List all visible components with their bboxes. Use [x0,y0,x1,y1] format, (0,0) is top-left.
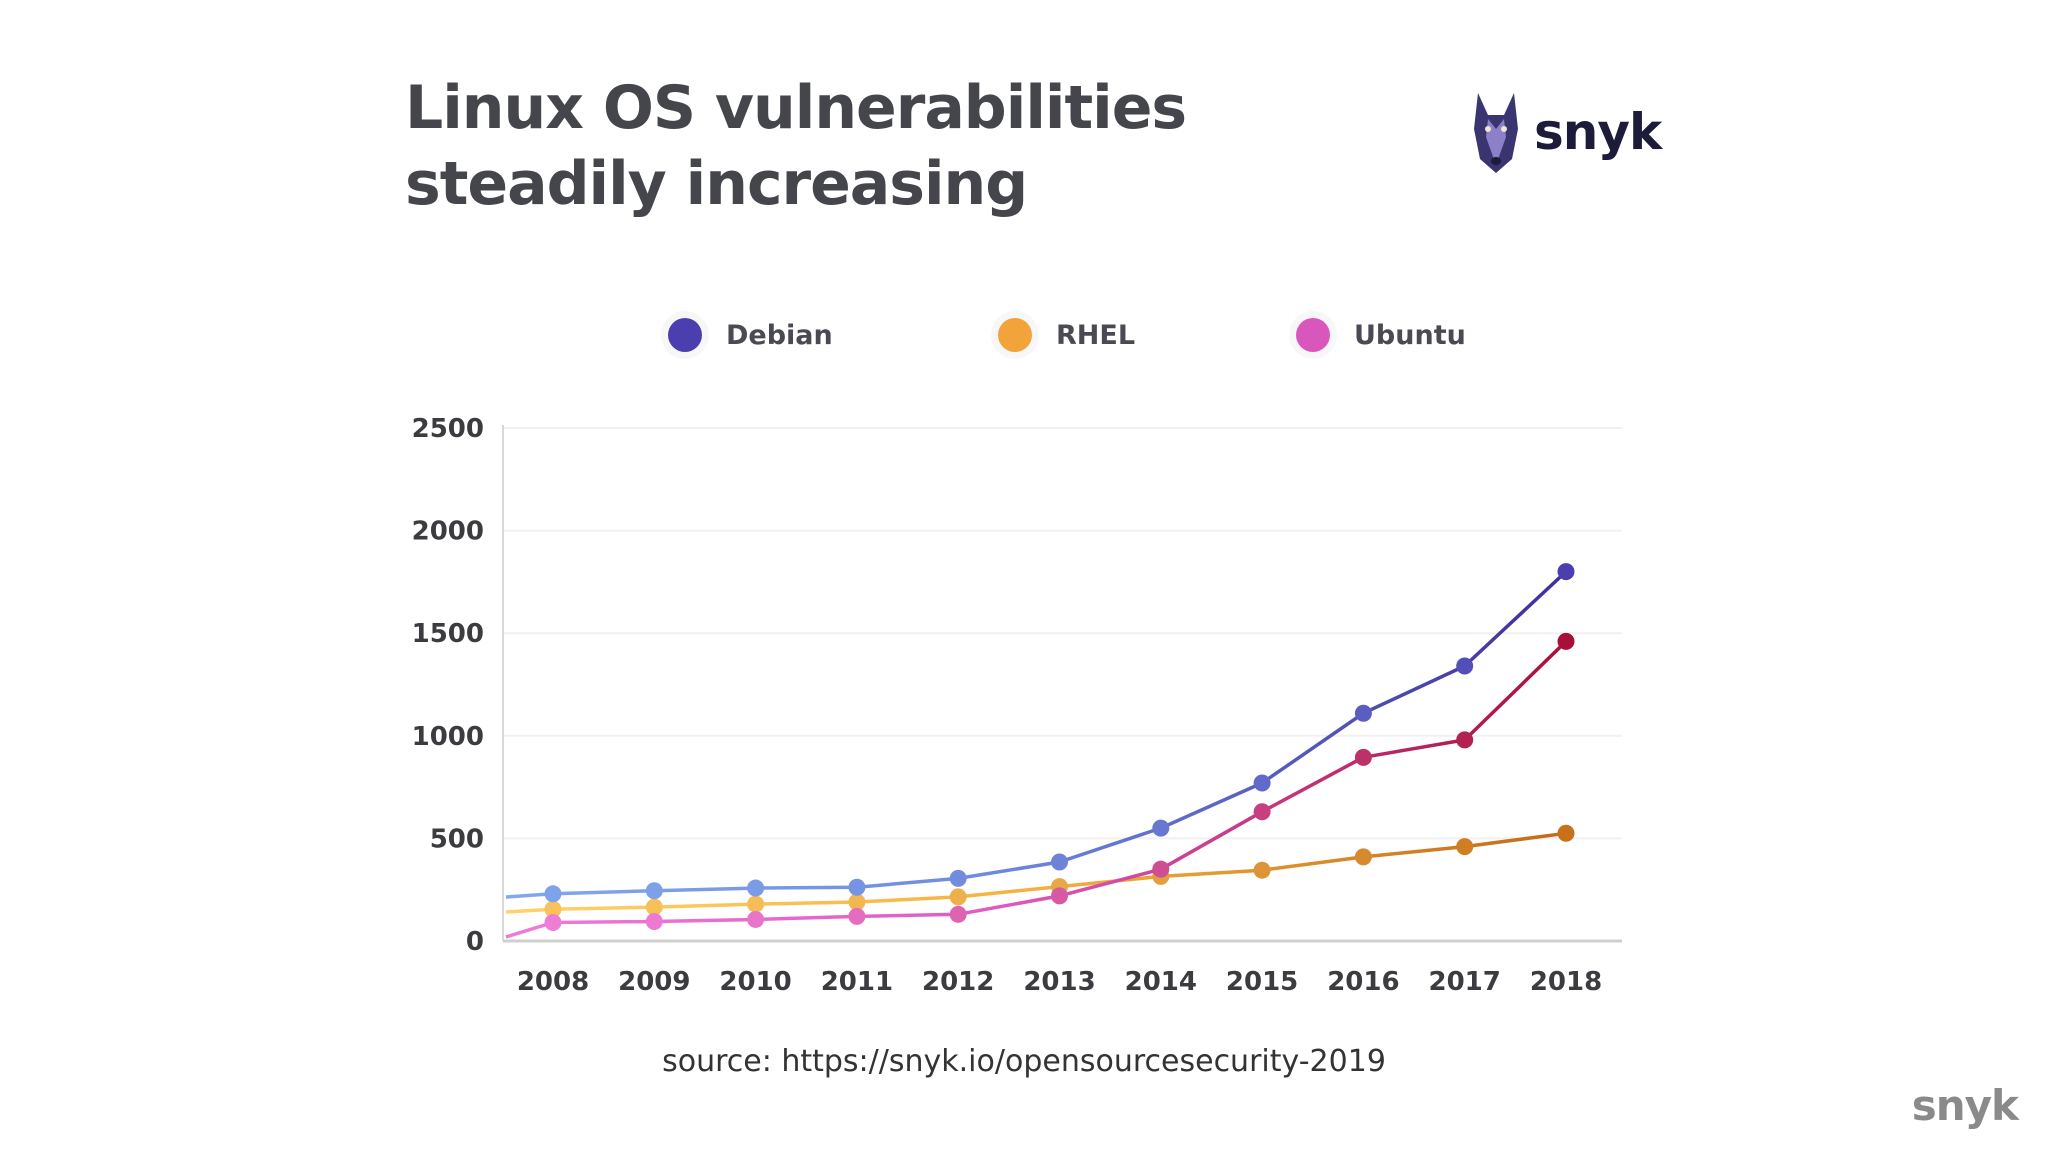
data-point-debian [1456,657,1474,675]
legend-item-debian: Debian [668,318,833,352]
legend-marker-ubuntu [1296,318,1330,352]
data-point-ubuntu [1152,860,1170,878]
y-tick-label: 1000 [412,722,484,752]
x-tick-label: 2014 [1125,967,1197,997]
x-tick-label: 2009 [618,967,690,997]
data-point-ubuntu [1253,803,1271,821]
data-point-rhel [949,888,967,906]
data-point-rhel [848,893,866,911]
x-tick-label: 2011 [821,967,893,997]
legend-marker-debian [668,318,702,352]
data-point-ubuntu [1354,748,1372,766]
legend-label-rhel: RHEL [1056,319,1136,351]
data-point-debian [645,882,663,900]
chart-series [505,563,1575,939]
x-tick-label: 2010 [719,967,791,997]
x-axis-ticks: 2008 2009 2010 2011 2012 2013 2014 2015 2016 2017… [517,967,1602,997]
data-point-rhel [645,898,663,916]
data-point-debian [949,869,967,887]
data-point-debian [544,885,562,903]
source-caption: source: https://snyk.io/opensourcesecuri… [662,1044,1386,1079]
data-point-ubuntu [1557,632,1575,650]
y-tick-label: 1500 [412,619,484,649]
legend-item-ubuntu: Ubuntu [1296,318,1466,352]
data-point-ubuntu [645,913,663,931]
chart-legend: Debian RHEL Ubuntu [668,318,1568,368]
series-debian [505,563,1575,903]
series-ubuntu [505,632,1575,939]
page-title: Linux OS vulnerabilities steadily increa… [405,73,1187,219]
y-tick-label: 2000 [412,517,484,547]
y-tick-label: 2500 [412,414,484,444]
legend-item-rhel: RHEL [998,318,1135,352]
x-tick-label: 2012 [922,967,994,997]
data-point-rhel [1253,861,1271,879]
data-point-rhel [544,900,562,918]
x-tick-label: 2015 [1226,967,1298,997]
data-point-debian [1051,853,1068,871]
data-point-ubuntu [848,907,866,925]
x-tick-label: 2017 [1429,967,1501,997]
data-point-rhel [1354,848,1372,866]
series-line-rhel [505,831,1567,914]
data-point-debian [1354,704,1372,722]
y-tick-label: 500 [430,824,484,854]
data-point-ubuntu [544,914,562,932]
data-point-debian [848,878,866,896]
x-tick-label: 2013 [1023,967,1095,997]
data-point-rhel [1557,824,1575,842]
data-point-rhel [1456,838,1474,856]
line-chart: 0 500 1000 1500 2000 2500 2008 2009 2010 2011 201… [412,414,1622,997]
brand-wordmark: snyk [1534,103,1662,161]
data-point-ubuntu [747,910,765,928]
legend-label-ubuntu: Ubuntu [1354,319,1466,351]
x-tick-label: 2008 [517,967,589,997]
data-point-ubuntu [1456,731,1474,749]
x-tick-label: 2016 [1327,967,1399,997]
y-axis-ticks: 0 500 1000 1500 2000 2500 [412,414,484,957]
data-point-debian [1152,819,1170,837]
data-point-ubuntu [949,905,967,923]
series-rhel [505,824,1575,918]
series-line-ubuntu [505,640,1568,939]
legend-marker-rhel [998,318,1032,352]
legend-label-debian: Debian [726,319,833,351]
y-tick-label: 0 [466,927,484,957]
data-point-debian [1557,563,1575,581]
snyk-logo: snyk [1468,82,1662,182]
doberman-logo-icon [1474,93,1518,173]
data-point-rhel [747,895,765,913]
chart-grid [503,427,1622,840]
data-point-debian [747,879,765,897]
data-point-debian [1253,774,1271,792]
data-point-ubuntu [1051,887,1068,905]
corner-brand-wordmark: snyk [1911,1081,2019,1130]
x-tick-label: 2018 [1530,967,1602,997]
series-line-debian [505,570,1568,899]
